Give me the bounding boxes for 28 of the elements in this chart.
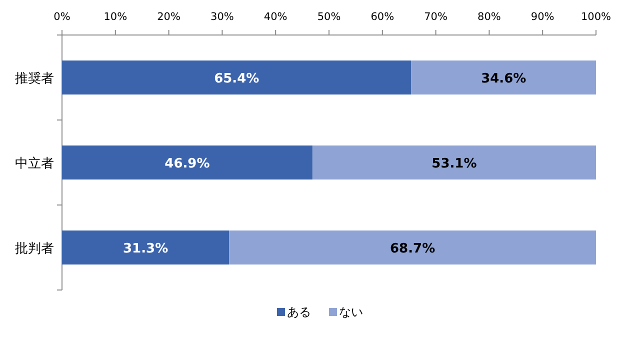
y-tick-label: 批判者 [15, 242, 54, 256]
data-label: 46.9% [164, 156, 210, 172]
x-tick-label: 30% [210, 11, 234, 23]
data-label: 31.3% [123, 242, 168, 256]
x-tick-label: 40% [264, 11, 288, 23]
bar [312, 146, 596, 180]
bar [62, 146, 312, 180]
x-tick-label: 0% [54, 11, 70, 23]
bar [62, 230, 230, 264]
bar [62, 60, 412, 94]
x-tick-label: 60% [370, 11, 394, 23]
bar [411, 60, 596, 94]
x-tick-label: 100% [580, 11, 612, 23]
data-label: 65.4% [214, 72, 260, 86]
x-tick-label: 70% [424, 11, 448, 23]
legend-label: ある [287, 305, 311, 319]
x-tick-label: 50% [317, 11, 341, 23]
data-label: 34.6% [481, 72, 526, 86]
data-label: 68.7% [390, 242, 436, 256]
y-tick-label: 推奨者 [15, 72, 54, 86]
data-label: 53.1% [432, 156, 477, 172]
x-tick-label: 80% [478, 11, 501, 23]
x-tick-label: 10% [104, 11, 128, 23]
x-tick-label: 90% [530, 11, 554, 23]
x-tick-label: 20% [157, 11, 180, 23]
y-tick-label: 中立者 [15, 156, 54, 172]
bar [229, 230, 596, 264]
legend-label: ない [339, 305, 363, 319]
